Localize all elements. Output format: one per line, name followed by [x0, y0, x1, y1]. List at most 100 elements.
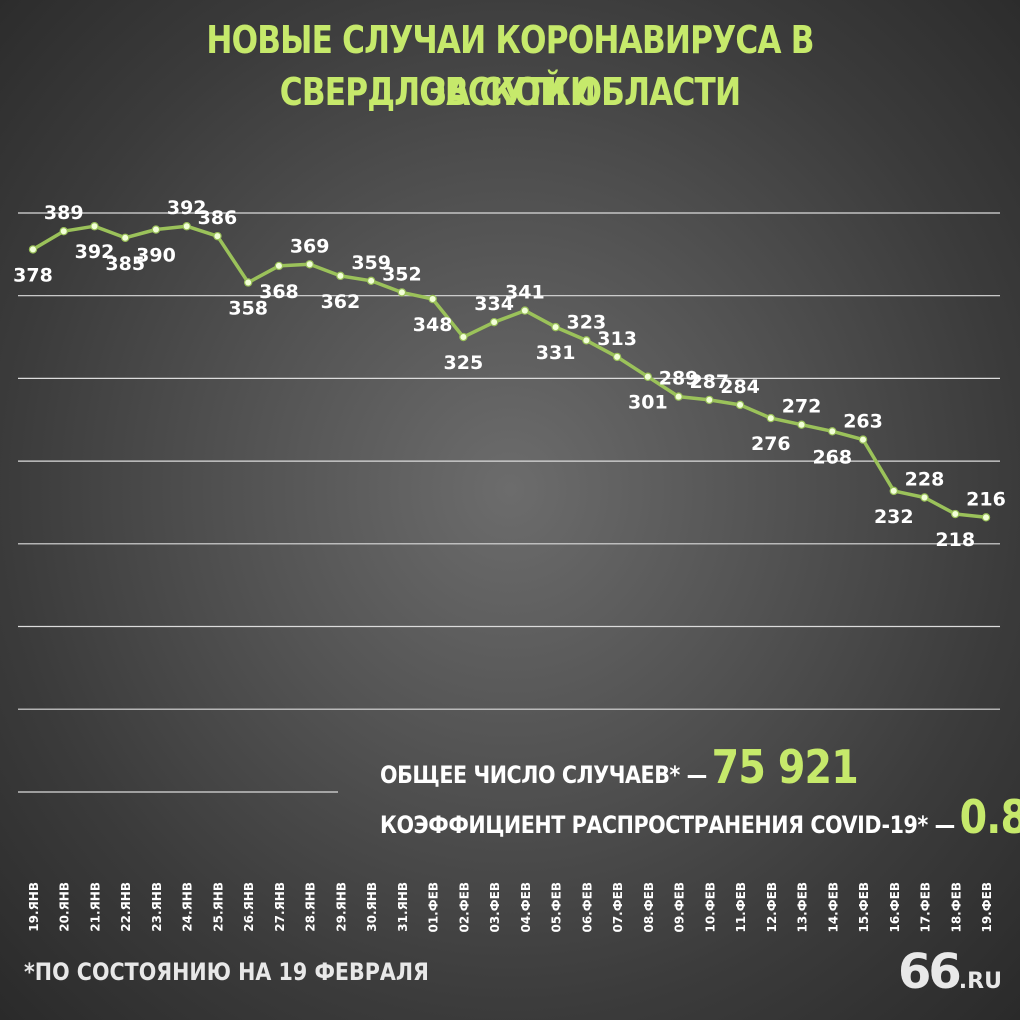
- spread-coefficient-stat: КОЭФФИЦИЕНТ РАСПРОСТРАНЕНИЯ COVID-19* — …: [380, 790, 1020, 844]
- data-label: 289: [659, 368, 699, 390]
- data-point: [213, 231, 222, 241]
- x-tick-label: 20.ЯНВ: [58, 882, 72, 932]
- data-point: [182, 222, 191, 231]
- data-label: 378: [13, 264, 53, 286]
- data-label: 263: [843, 411, 883, 433]
- site-logo: 66.RU: [898, 944, 1002, 1000]
- spread-coefficient-value: 0.83: [959, 790, 1020, 844]
- x-tick-label: 28.ЯНВ: [304, 882, 318, 932]
- data-label: 216: [966, 488, 1006, 510]
- x-tick-label: 31.ЯНВ: [396, 882, 410, 932]
- data-point: [981, 513, 991, 522]
- x-tick-label: 12.ФЕВ: [765, 882, 779, 933]
- data-label: 341: [505, 282, 545, 304]
- x-tick-label: 26.ЯНВ: [242, 882, 256, 932]
- data-point: [397, 288, 407, 297]
- x-tick-label: 06.ФЕВ: [580, 882, 594, 933]
- data-point: [151, 225, 161, 234]
- x-tick-label: 27.ЯНВ: [273, 882, 287, 932]
- data-label: 284: [720, 376, 760, 398]
- footnote: *ПО СОСТОЯНИЮ НА 19 ФЕВРАЛЯ: [24, 958, 429, 986]
- x-tick-label: 01.ФЕВ: [427, 882, 441, 933]
- x-tick-label: 19.ЯНВ: [27, 882, 41, 932]
- data-label: 386: [198, 207, 238, 229]
- data-label: 301: [628, 392, 668, 414]
- x-tick-label: 11.ФЕВ: [734, 882, 748, 933]
- data-label: 218: [935, 529, 975, 551]
- data-label: 359: [351, 252, 391, 274]
- data-label: 325: [444, 352, 484, 374]
- logo-number: 66: [898, 944, 962, 1000]
- data-label: 389: [44, 202, 84, 224]
- x-tick-label: 09.ФЕВ: [673, 882, 687, 933]
- data-label: 368: [259, 281, 299, 303]
- data-label: 334: [474, 293, 514, 315]
- data-point: [428, 294, 437, 304]
- data-label: 228: [905, 468, 945, 490]
- x-tick-label: 18.ФЕВ: [949, 882, 963, 933]
- x-tick-label: 03.ФЕВ: [488, 882, 502, 933]
- x-tick-label: 22.ЯНВ: [119, 882, 133, 932]
- data-point: [274, 261, 284, 271]
- data-label: 362: [321, 291, 361, 313]
- data-label: 385: [105, 253, 145, 275]
- data-point: [305, 260, 314, 269]
- x-tick-label: 23.ЯНВ: [150, 882, 164, 932]
- data-label: 390: [136, 245, 176, 267]
- x-tick-label: 14.ФЕВ: [826, 882, 840, 933]
- spread-coefficient-label: КОЭФФИЦИЕНТ РАСПРОСТРАНЕНИЯ COVID-19* —: [380, 811, 955, 839]
- data-point: [612, 352, 622, 362]
- data-point: [90, 222, 99, 231]
- grid-lines: [18, 212, 1000, 793]
- data-label: 352: [382, 263, 422, 285]
- data-label: 348: [413, 314, 453, 336]
- total-cases-value: 75 921: [711, 740, 859, 794]
- x-tick-label: 08.ФЕВ: [642, 882, 656, 933]
- data-point: [366, 276, 376, 286]
- x-tick-label: 07.ФЕВ: [611, 882, 625, 933]
- data-point: [705, 395, 714, 405]
- x-tick-label: 04.ФЕВ: [519, 882, 533, 933]
- x-tick-label: 13.ФЕВ: [796, 882, 810, 933]
- series-new-cases: [28, 222, 991, 522]
- data-point: [489, 317, 499, 327]
- data-labels: 3783893923853903923863583683693623593523…: [13, 197, 1006, 551]
- data-label: 232: [874, 506, 914, 528]
- data-point: [336, 271, 345, 281]
- data-point: [858, 435, 868, 444]
- total-cases-stat: ОБЩЕЕ ЧИСЛО СЛУЧАЕВ* — 75 921: [380, 740, 859, 794]
- x-tick-label: 29.ЯНВ: [334, 882, 348, 932]
- x-tick-label: 15.ФЕВ: [857, 882, 871, 933]
- chart-title-line-1: НОВЫЕ СЛУЧАИ КОРОНАВИРУСА В СВЕРДЛОВСКОЙ…: [206, 18, 814, 114]
- x-tick-label: 17.ФЕВ: [919, 882, 933, 933]
- data-point: [920, 493, 929, 502]
- x-tick-label: 21.ЯНВ: [88, 882, 102, 932]
- x-tick-label: 02.ФЕВ: [457, 882, 471, 933]
- x-tick-label: 24.ЯНВ: [181, 882, 195, 932]
- data-label: 392: [75, 241, 115, 263]
- x-tick-label: 16.ФЕВ: [888, 882, 902, 933]
- data-label: 358: [228, 297, 268, 319]
- data-point: [643, 372, 653, 381]
- data-point: [59, 226, 68, 236]
- data-label: 272: [782, 396, 822, 418]
- total-cases-label: ОБЩЕЕ ЧИСЛО СЛУЧАЕВ* —: [380, 761, 707, 789]
- data-label: 313: [597, 328, 637, 350]
- data-point: [582, 336, 591, 345]
- data-point: [28, 245, 38, 254]
- x-axis-tick-labels: 19.ЯНВ 20.ЯНВ 21.ЯНВ 22.ЯНВ 23.ЯНВ 24.ЯНВ 25.Я…: [27, 882, 994, 933]
- data-label: 276: [751, 433, 791, 455]
- data-point: [121, 233, 130, 243]
- data-label: 323: [567, 311, 607, 333]
- data-point: [551, 322, 560, 332]
- data-point: [674, 392, 683, 401]
- data-label: 331: [536, 342, 576, 364]
- logo-domain: .RU: [958, 969, 1002, 994]
- data-point: [766, 413, 776, 423]
- data-point: [735, 400, 745, 410]
- x-tick-label: 19.ФЕВ: [980, 882, 994, 933]
- data-point: [797, 420, 806, 429]
- series-line: [32, 224, 987, 520]
- data-point: [243, 278, 253, 287]
